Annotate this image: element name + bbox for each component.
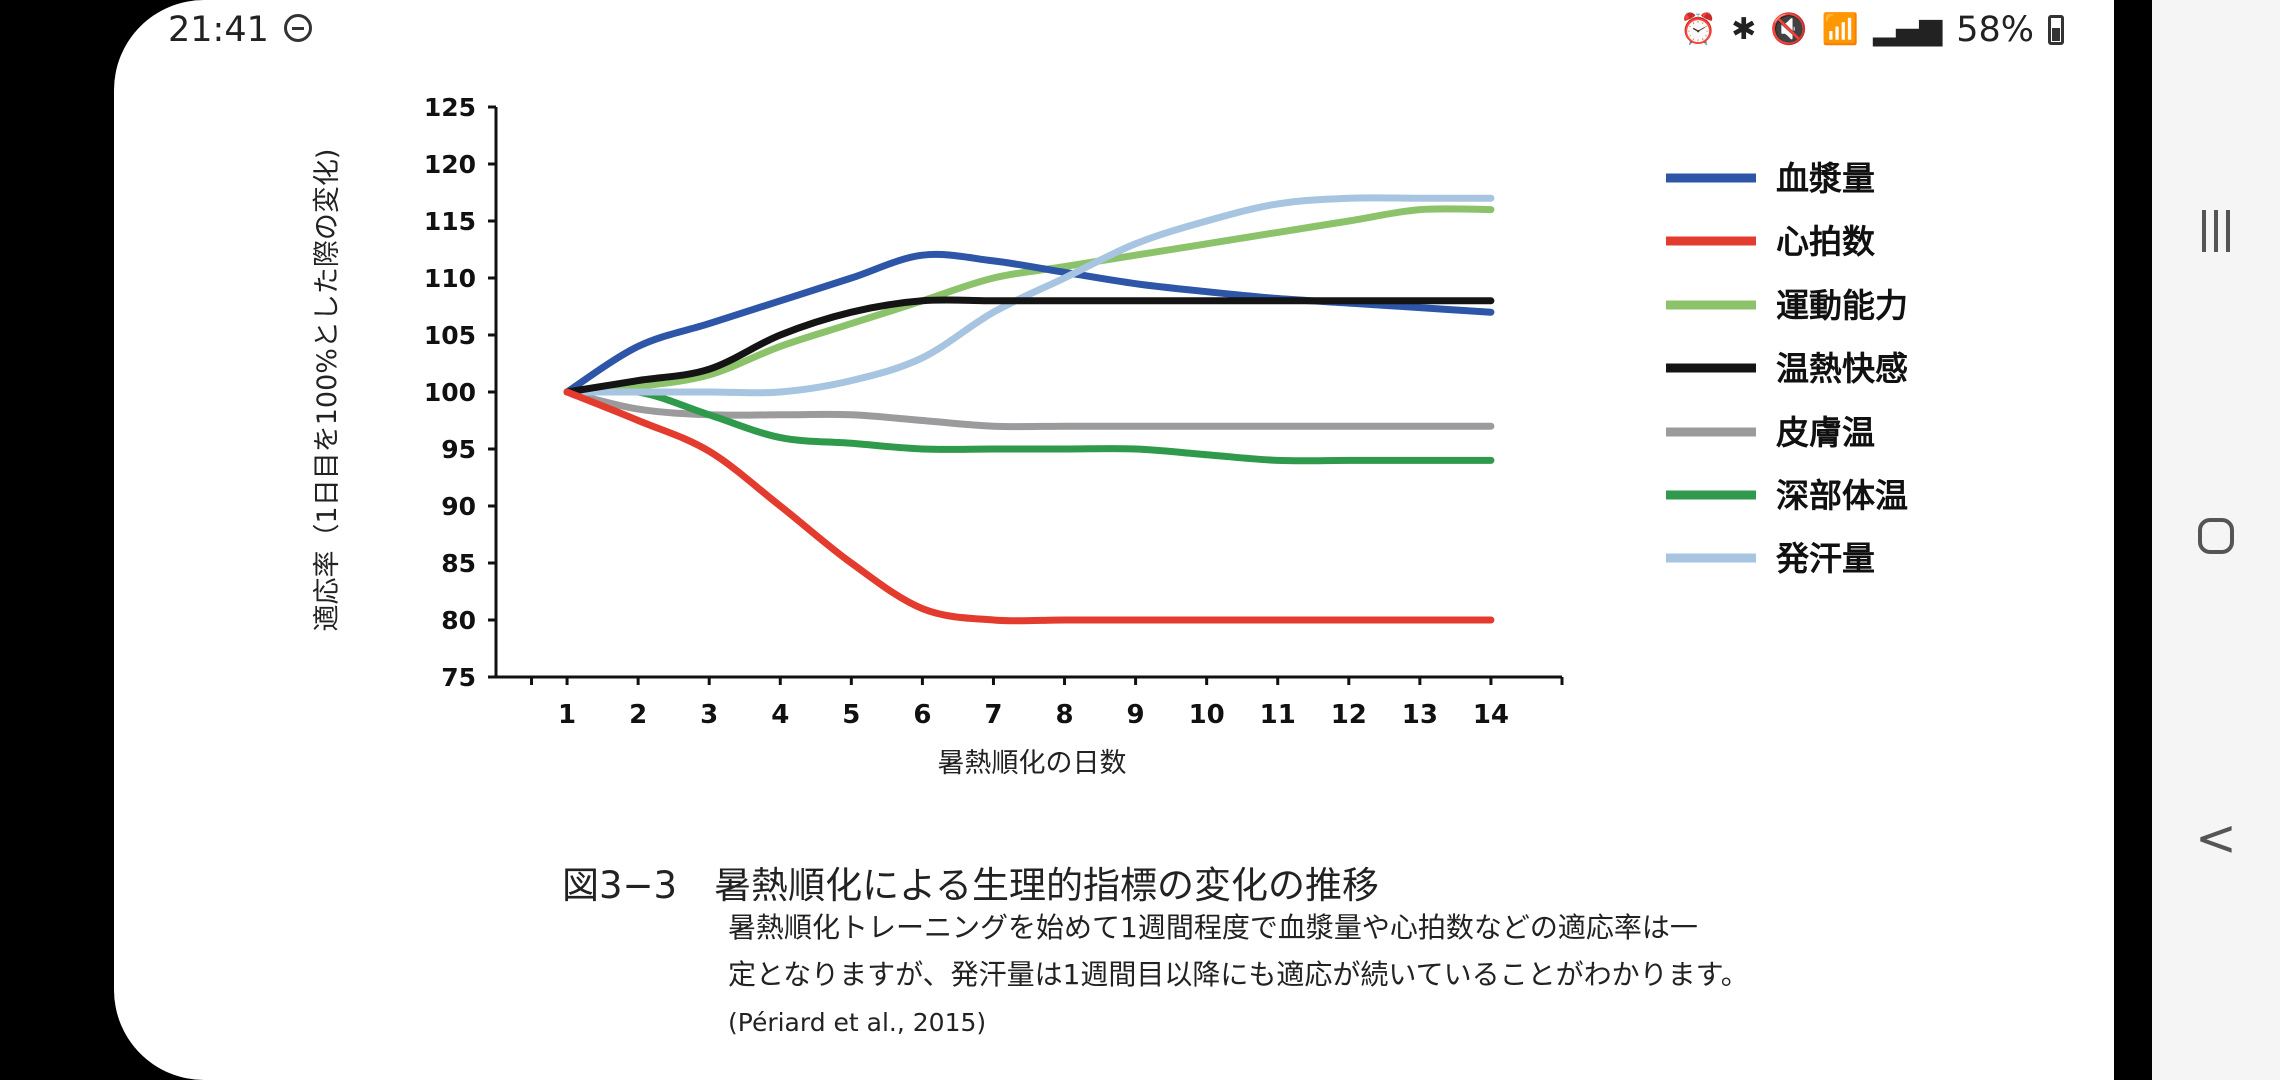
series-line (563, 296, 1495, 396)
x-tick-label: 5 (842, 700, 860, 730)
x-tick-label: 12 (1331, 700, 1367, 730)
battery-icon (2048, 15, 2064, 45)
x-tick-label: 4 (771, 700, 789, 730)
caption-line-1: 暑熱順化トレーニングを始めて1週間程度で血漿量や心拍数などの適応率は一 (728, 911, 1698, 944)
series-line (563, 388, 1495, 431)
bluetooth-icon: ✱ (1731, 12, 1757, 47)
x-tick-label: 8 (1055, 700, 1073, 730)
series-line (563, 194, 1495, 397)
y-tick-label: 80 (441, 606, 476, 635)
x-tick-label: 11 (1260, 700, 1296, 730)
figure-caption-body: 暑熱順化トレーニングを始めて1週間程度で血漿量や心拍数などの適応率は一 定となり… (728, 904, 1828, 998)
screen: 21:41 ⏰ ✱ 🔇 📶 ▂▄▆ 58% 75 80 85 90 95 100 105 11… (114, 0, 2114, 1080)
caption-line-2: 定となりますが、発汗量は1週間目以降にも適応が続いていることがわかります。 (728, 958, 1749, 991)
chart-series (563, 194, 1495, 625)
back-button[interactable]: < (2195, 809, 2237, 867)
recent-apps-button[interactable] (2152, 210, 2280, 260)
series-line (563, 388, 1495, 625)
legend-label: 温熱快感 (1776, 349, 1908, 388)
legend-label: 心拍数 (1776, 222, 1876, 261)
legend-label: 皮膚温 (1776, 413, 1875, 452)
figure-source: (Périard et al., 2015) (728, 1008, 987, 1037)
x-tick-label: 1 (558, 700, 576, 730)
x-tick-label: 6 (913, 700, 931, 730)
y-tick-label: 115 (424, 207, 476, 236)
wifi-icon: 📶 (1821, 12, 1859, 47)
home-button[interactable] (2198, 518, 2234, 554)
mute-icon: 🔇 (1770, 12, 1808, 47)
x-tick-label: 2 (629, 700, 647, 730)
battery-percent: 58% (1956, 10, 2034, 50)
y-tick-label: 85 (441, 549, 476, 578)
series-line (563, 386, 1495, 465)
x-tick-label: 13 (1402, 700, 1438, 730)
status-icons: ⏰ ✱ 🔇 📶 ▂▄▆ 58% (1680, 10, 2064, 50)
legend-label: 深部体温 (1776, 476, 1908, 515)
x-tick-label: 10 (1189, 700, 1225, 730)
x-tick-label: 14 (1473, 700, 1509, 730)
signal-icon: ▂▄▆ (1872, 12, 1943, 47)
legend-label: 運動能力 (1776, 286, 1908, 325)
y-tick-label: 125 (424, 93, 476, 122)
legend-label: 血漿量 (1776, 159, 1875, 198)
x-tick-label: 9 (1127, 700, 1145, 730)
dnd-icon (284, 14, 312, 42)
status-time: 21:41 (168, 10, 269, 50)
y-tick-label: 120 (424, 150, 476, 179)
series-line (563, 205, 1495, 396)
legend-label: 発汗量 (1776, 539, 1875, 578)
y-tick-label: 75 (441, 663, 476, 692)
x-tick-label: 7 (984, 700, 1002, 730)
alarm-icon: ⏰ (1679, 12, 1718, 47)
y-tick-label: 95 (441, 435, 476, 464)
x-axis-label: 暑熱順化の日数 (938, 748, 1127, 779)
y-tick-label: 100 (424, 378, 476, 407)
figure-caption-title: 図3−3 暑熱順化による生理的指標の変化の推移 (562, 864, 1379, 907)
navigation-bar: < (2152, 0, 2280, 1080)
y-tick-label: 110 (424, 264, 476, 293)
x-tick-label: 3 (700, 700, 718, 730)
y-axis-label: 適応率（1日目を100%とした際の変化) (312, 149, 343, 632)
y-tick-label: 90 (441, 492, 476, 521)
y-tick-label: 105 (424, 321, 476, 350)
